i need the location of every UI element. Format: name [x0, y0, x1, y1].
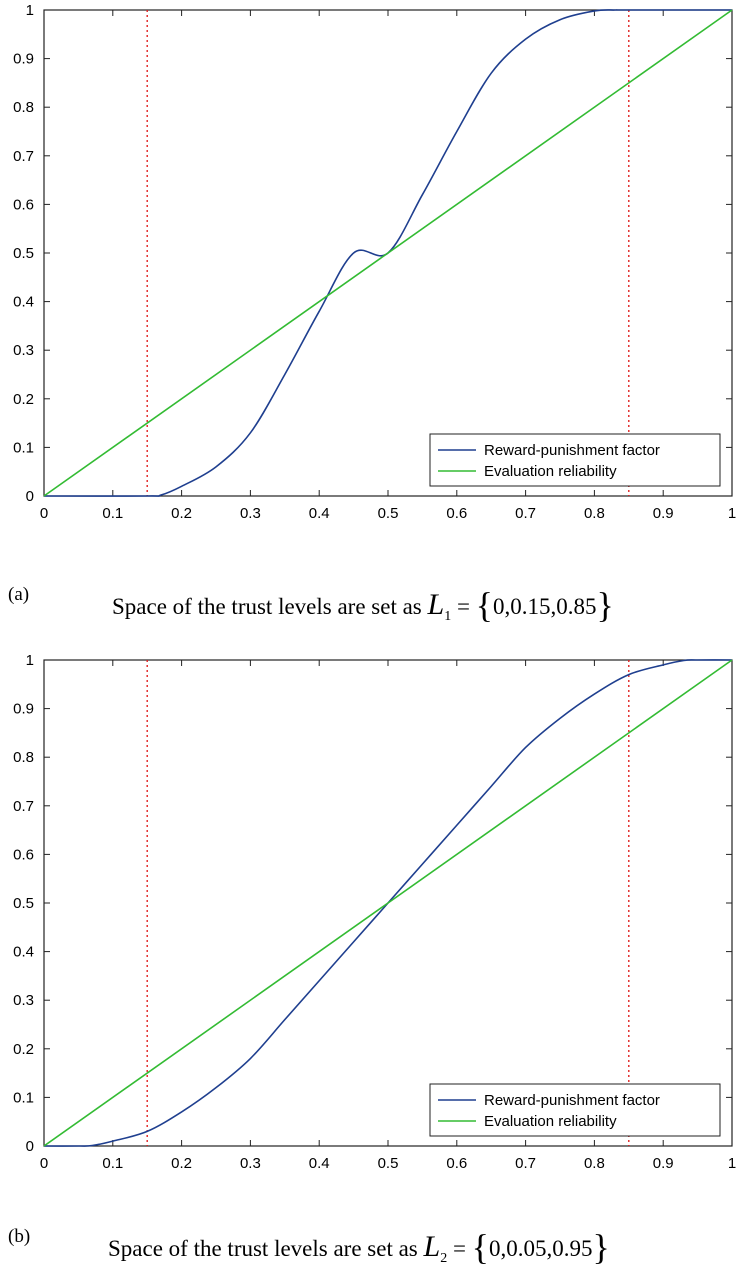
x-tick-label: 0.1	[102, 505, 123, 522]
y-tick-label: 1	[26, 2, 34, 19]
legend-label: Reward-punishment factor	[484, 442, 660, 459]
x-tick-label: 0.2	[171, 1155, 192, 1172]
chart-svg: 0 0.1 0.2 0.3 0.4 0.5 0.6 0.7 0.8 0.9 1 0 0.1 0.2 0.3 0…	[13, 652, 736, 1172]
x-tick-label: 1	[728, 505, 736, 522]
evaluation-reliability-series	[43, 659, 733, 1147]
y-tick-label: 0.9	[13, 701, 34, 718]
legend-label: Evaluation reliability	[484, 463, 617, 480]
y-tick-label: 0.3	[13, 342, 34, 359]
caption-equals-a: =	[456, 594, 470, 619]
y-tick-label: 0.3	[13, 992, 34, 1009]
y-tick-label: 0.4	[13, 294, 34, 311]
y-tick-label: 0.8	[13, 99, 34, 116]
x-tick-label: 0.9	[653, 1155, 674, 1172]
x-tick-label: 0.4	[309, 505, 330, 522]
chart-svg: 0 0.1 0.2 0.3 0.4 0.5 0.6 0.7 0.8 0.9 1 0 0.1 0.2 0.3 0…	[13, 2, 736, 522]
caption-symbol-b: L	[423, 1230, 441, 1263]
x-tick-label: 0.7	[515, 505, 536, 522]
y-tick-label: 1	[26, 652, 34, 669]
caption-subscript-b: 2	[440, 1251, 448, 1266]
caption-sentence-b: Space of the trust levels are set as	[108, 1236, 418, 1261]
y-tick-label: 0	[26, 488, 34, 505]
x-tick-label: 0.6	[446, 505, 467, 522]
y-tick-label: 0.2	[13, 391, 34, 408]
caption-sentence-a: Space of the trust levels are set as	[112, 594, 422, 619]
y-tick-label: 0.7	[13, 798, 34, 815]
x-tick-label: 0	[40, 505, 48, 522]
caption-brace-open-b: {	[471, 1227, 489, 1267]
y-tick-label: 0.5	[13, 245, 34, 262]
panel-label-a: (a)	[8, 584, 30, 605]
x-tick-label: 0.8	[584, 1155, 605, 1172]
evaluation-reliability-series	[43, 9, 733, 497]
x-tick-label: 0.2	[171, 505, 192, 522]
x-tick-label: 0.4	[309, 1155, 330, 1172]
caption-symbol-a: L	[427, 588, 445, 621]
y-tick-label: 0.6	[13, 196, 34, 213]
x-tick-label: 0.9	[653, 505, 674, 522]
panel-label-b: (b)	[8, 1226, 31, 1247]
legend-box	[429, 1083, 721, 1137]
caption-set-b: 0,0.05,0.95	[488, 1236, 593, 1261]
y-tick-label: 0.4	[13, 944, 34, 961]
caption-equals-b: =	[452, 1236, 466, 1261]
x-tick-label: 0.5	[378, 505, 399, 522]
caption-subscript-a: 1	[444, 609, 452, 624]
y-tick-label: 0.1	[13, 439, 34, 456]
x-tick-label: 0	[40, 1155, 48, 1172]
caption-text-b: Space of the trust levels are set as L2 …	[108, 1226, 610, 1268]
y-tick-label: 0.7	[13, 148, 34, 165]
x-tick-label: 0.5	[378, 1155, 399, 1172]
y-tick-label: 0	[26, 1138, 34, 1155]
x-tick-label: 1	[728, 1155, 736, 1172]
x-tick-label: 0.3	[240, 505, 261, 522]
caption-b: (b) Space of the trust levels are set as…	[0, 1226, 747, 1270]
x-tick-label: 0.8	[584, 505, 605, 522]
chart-panel-a: 0 0.1 0.2 0.3 0.4 0.5 0.6 0.7 0.8 0.9 1 0 0.1 0.2 0.3 0…	[0, 0, 747, 530]
y-tick-label: 0.5	[13, 895, 34, 912]
caption-set-a: 0,0.15,0.85	[492, 594, 597, 619]
chart-panel-b: 0 0.1 0.2 0.3 0.4 0.5 0.6 0.7 0.8 0.9 1 0 0.1 0.2 0.3 0…	[0, 650, 747, 1180]
caption-a: (a) Space of the trust levels are set as…	[0, 584, 747, 628]
caption-brace-close-b: }	[592, 1227, 610, 1267]
legend-label: Reward-punishment factor	[484, 1092, 660, 1109]
x-tick-label: 0.7	[515, 1155, 536, 1172]
caption-brace-open-a: {	[475, 585, 493, 625]
y-tick-label: 0.8	[13, 749, 34, 766]
x-tick-label: 0.6	[446, 1155, 467, 1172]
x-tick-label: 0.1	[102, 1155, 123, 1172]
y-tick-label: 0.2	[13, 1041, 34, 1058]
x-tick-label: 0.3	[240, 1155, 261, 1172]
legend-box	[429, 433, 721, 487]
caption-text-a: Space of the trust levels are set as L1 …	[112, 584, 614, 626]
y-tick-label: 0.6	[13, 846, 34, 863]
y-tick-label: 0.1	[13, 1089, 34, 1106]
legend-label: Evaluation reliability	[484, 1113, 617, 1130]
caption-brace-close-a: }	[596, 585, 614, 625]
y-tick-label: 0.9	[13, 51, 34, 68]
